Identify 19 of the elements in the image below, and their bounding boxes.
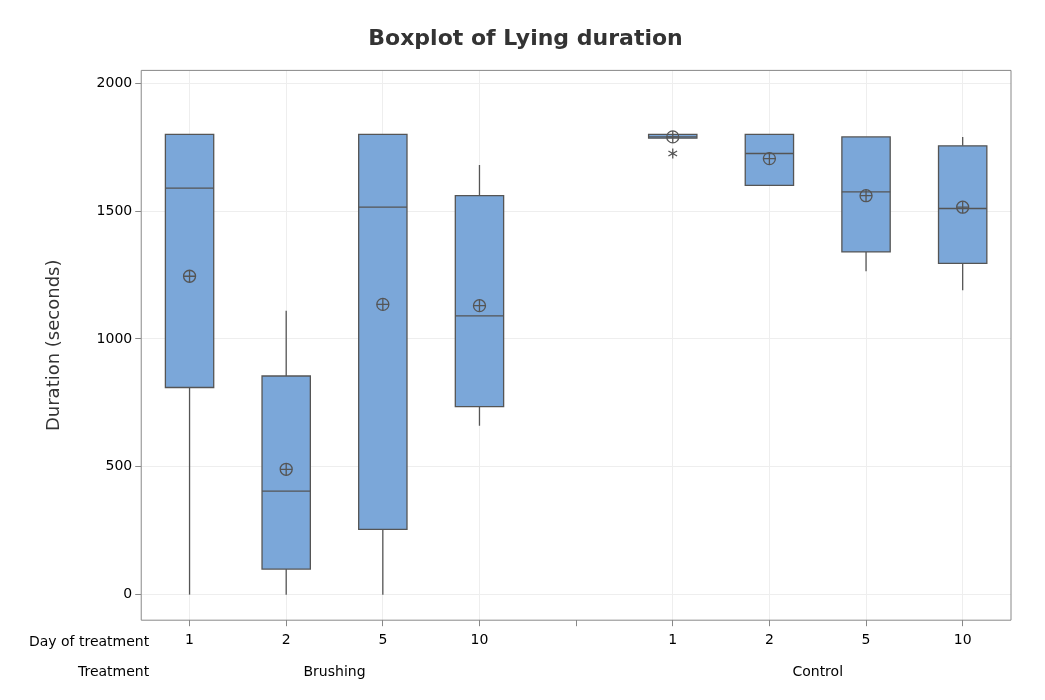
y-tick-label: 1500 (96, 201, 133, 218)
y-tick-label: 500 (105, 457, 133, 474)
x-tick-label: 5 (861, 631, 871, 648)
x-tick-label: 2 (281, 631, 291, 648)
y-axis-title: Duration (seconds) (42, 259, 64, 432)
text: Brushing (303, 662, 366, 679)
y-tick-label: 1000 (96, 329, 133, 346)
x-tick-label: 1 (185, 631, 195, 648)
chart-title: Boxplot of Lying duration (368, 24, 683, 50)
x-tick-label: 10 (953, 631, 972, 648)
y-tick-label: 0 (123, 585, 133, 602)
text: Treatment (76, 662, 150, 679)
x-tick-label: 5 (378, 631, 388, 648)
x-tick-label: 10 (470, 631, 489, 648)
y-tick-label: 2000 (96, 73, 133, 90)
x-tick-label: 1 (668, 631, 678, 648)
text: Control (792, 662, 844, 679)
x-tick-label: 2 (764, 631, 774, 648)
text: Day of treatment (28, 632, 150, 649)
